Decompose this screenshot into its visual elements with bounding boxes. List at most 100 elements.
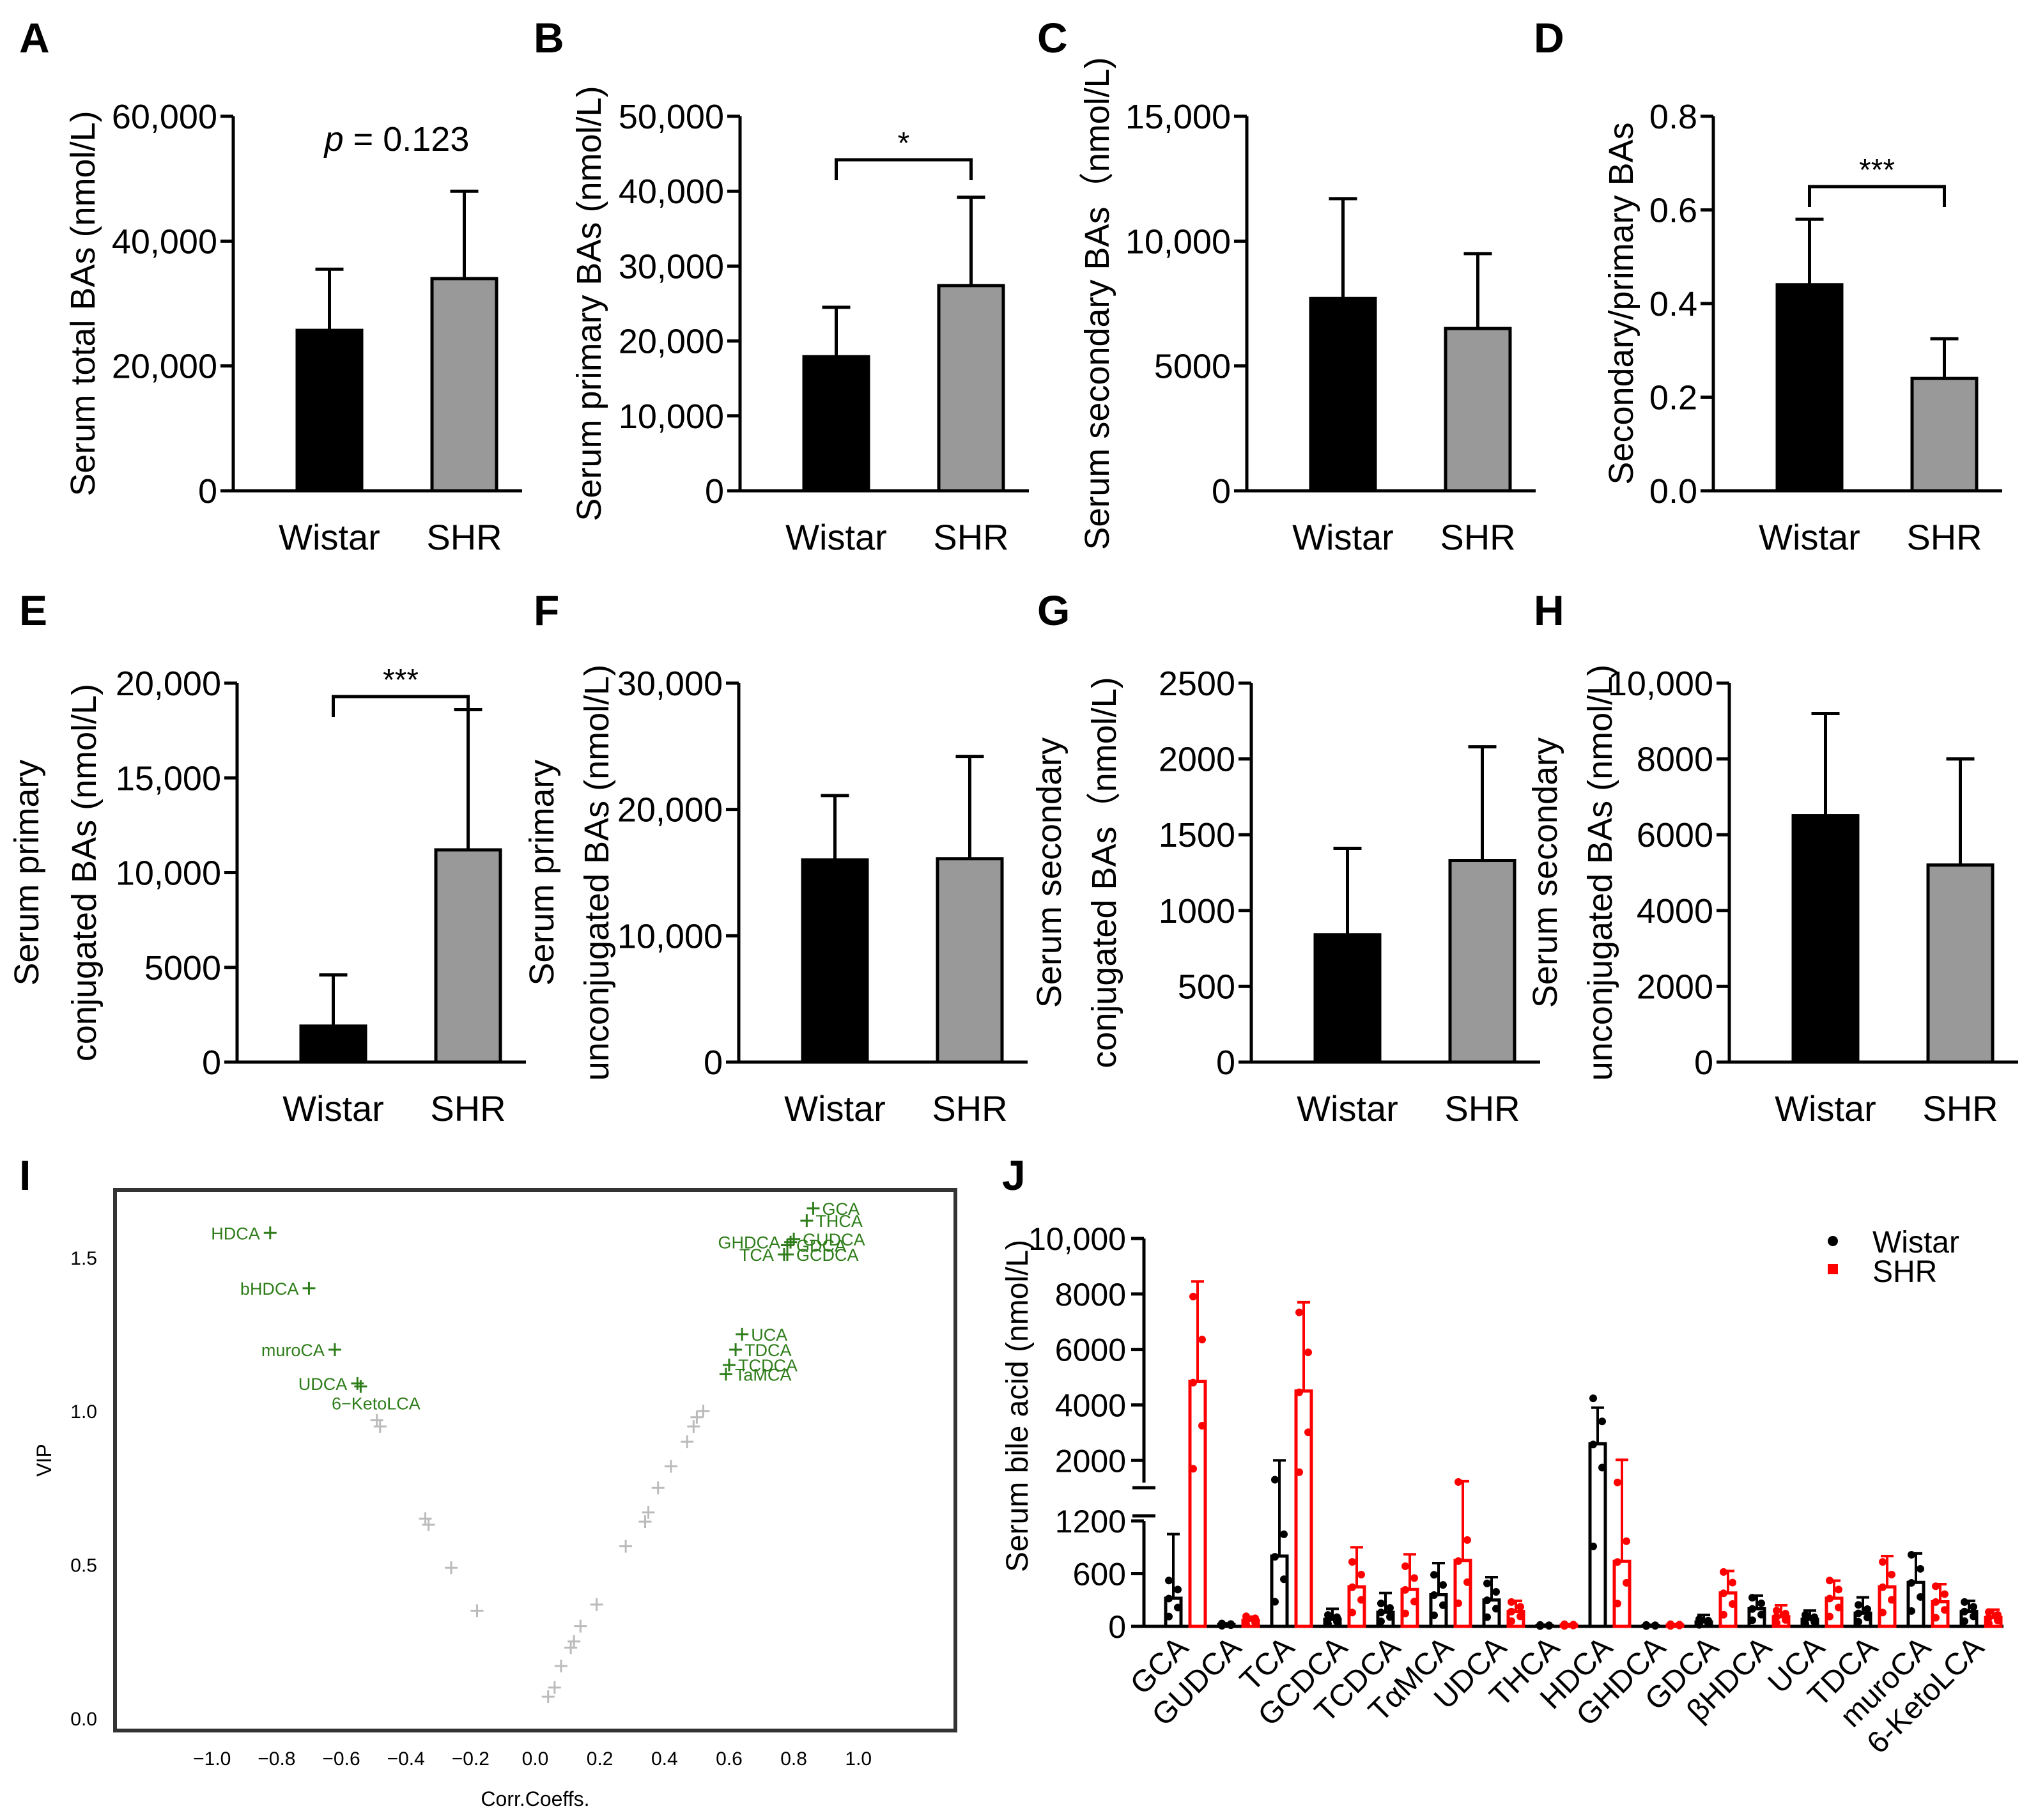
- bar-wistar: [1429, 1593, 1448, 1628]
- data-dot: [1729, 1578, 1736, 1587]
- data-dot: [1961, 1598, 1968, 1606]
- data-dot: [1704, 1616, 1712, 1624]
- x-tick-label: 0.4: [651, 1748, 678, 1770]
- vip-point-labeled: [800, 1214, 814, 1228]
- panel-letter-G: G: [1037, 587, 1070, 634]
- x-tick-label: 0.8: [780, 1748, 807, 1770]
- panel-I: −1.0 −0.8 −0.6 −0.4 −0.2 0.0 0.2 0.4 0.6 0.8 1.0 0.…: [33, 1188, 957, 1810]
- x-category-label: SHR: [1906, 517, 1982, 557]
- data-dot: [1492, 1587, 1500, 1596]
- data-dot: [1985, 1614, 1993, 1622]
- y-tick-label: 0: [704, 1044, 723, 1082]
- y-tick-label: 0.2: [1649, 379, 1697, 417]
- data-dot: [1295, 1468, 1303, 1476]
- x-axis-label: Corr.Coeffs.: [481, 1787, 589, 1810]
- data-dot: [1773, 1619, 1780, 1627]
- y-axis-label: conjugated BAs (nmol/L): [65, 684, 104, 1061]
- vip-point: [370, 1414, 383, 1427]
- panel-H: 0 2000 4000 6000 8000 10,000 Wistar SHR Serum se…: [1526, 665, 2018, 1129]
- y-axis-label: Serum primary: [8, 759, 46, 985]
- y-axis-label: unconjugated BAs (nmol/L): [578, 665, 616, 1081]
- data-dot: [1483, 1613, 1491, 1621]
- plot-frame: [113, 1188, 957, 1732]
- data-dot: [1835, 1603, 1842, 1612]
- y-tick-label: 500: [1178, 968, 1235, 1006]
- y-tick-label: 50,000: [619, 98, 724, 136]
- legend-marker-wistar: [1828, 1236, 1838, 1246]
- x-tick-label: −0.6: [322, 1748, 360, 1770]
- bar-wistar: [299, 1024, 367, 1064]
- y-tick-label: 5000: [144, 949, 221, 987]
- bar-shr: [1506, 1610, 1525, 1628]
- x-category-label: Wistar: [1292, 517, 1394, 557]
- data-dot: [1614, 1558, 1621, 1566]
- data-dot: [1879, 1608, 1887, 1617]
- data-dot: [1855, 1617, 1862, 1626]
- vip-point-label: GUDCA: [803, 1230, 865, 1249]
- vip-point: [541, 1690, 555, 1704]
- bar-shr: [1718, 1591, 1738, 1628]
- y-tick-label: 20,000: [617, 791, 723, 829]
- panel-C: 0 5000 10,000 15,000 Wistar SHR Serum secondar…: [1078, 57, 1536, 557]
- bar-shr: [937, 284, 1005, 493]
- y-tick-label: 0.6: [1649, 192, 1697, 230]
- data-dot: [1165, 1577, 1173, 1585]
- bar-wistar: [1309, 297, 1377, 493]
- data-dot: [1994, 1616, 2002, 1624]
- data-dot: [1410, 1598, 1418, 1606]
- data-dot: [1324, 1611, 1332, 1619]
- data-dot: [1280, 1530, 1288, 1538]
- data-dot: [1455, 1557, 1462, 1565]
- x-category-label: Wistar: [1775, 1088, 1876, 1129]
- y-tick-label: 1000: [1159, 892, 1235, 930]
- data-dot: [1757, 1610, 1765, 1619]
- x-tick-label: −0.8: [258, 1748, 295, 1770]
- bar-shr: [1347, 1585, 1366, 1628]
- bar-shr: [1400, 1587, 1419, 1628]
- vip-point-labeled: [736, 1327, 749, 1341]
- data-dot: [1720, 1610, 1727, 1619]
- y-tick-label: 0: [705, 472, 724, 511]
- y-tick-label: 30,000: [617, 665, 723, 703]
- y-axis-label: unconjugated BAs (nmol/L): [1581, 665, 1619, 1081]
- panel-letter-H: H: [1534, 587, 1564, 634]
- y-tick-label: 10,000: [619, 397, 724, 436]
- x-tick-label: 0.6: [716, 1748, 743, 1770]
- y-tick-label: 10,000: [116, 854, 221, 893]
- bar-wistar: [1906, 1580, 1926, 1628]
- data-dot: [1810, 1613, 1818, 1621]
- panel-letter-A: A: [19, 14, 50, 61]
- data-dot: [1782, 1610, 1789, 1618]
- panel-B: 0 10,000 20,000 30,000 40,000 50,000 Wistar SHR…: [570, 86, 1029, 557]
- data-dot: [1165, 1594, 1173, 1603]
- y-tick-label: 10,000: [1028, 1221, 1126, 1257]
- vip-point-label: UCA: [751, 1325, 787, 1345]
- bar-wistar: [1588, 1442, 1607, 1628]
- bar-shr: [1910, 376, 1979, 493]
- panel-letter-J: J: [1002, 1152, 1026, 1199]
- data-dot: [1994, 1610, 2002, 1619]
- vip-point-label: GDCA: [796, 1237, 846, 1256]
- data-dot: [1439, 1581, 1447, 1589]
- bar-shr: [430, 277, 498, 493]
- data-dot: [1165, 1612, 1173, 1621]
- data-dot: [1623, 1537, 1630, 1545]
- data-dot: [1295, 1308, 1303, 1316]
- panel-letter-I: I: [19, 1152, 31, 1199]
- data-dot: [1271, 1553, 1279, 1561]
- data-dot: [1826, 1612, 1833, 1621]
- data-dot: [1598, 1417, 1606, 1426]
- y-axis-label: Serum primary BAs (nmol/L): [570, 86, 608, 521]
- data-dot: [1748, 1616, 1756, 1624]
- vip-point-label: TDCA: [745, 1341, 792, 1360]
- y-tick-label: 600: [1073, 1557, 1126, 1592]
- vip-point-label: GHDCA: [718, 1233, 781, 1253]
- data-dot: [1757, 1599, 1765, 1607]
- vip-point-labeled: [354, 1380, 367, 1393]
- bar-shr: [434, 848, 502, 1064]
- data-dot: [1401, 1585, 1409, 1594]
- y-tick-label: 5000: [1154, 348, 1231, 386]
- x-tick-label: −0.2: [452, 1748, 490, 1770]
